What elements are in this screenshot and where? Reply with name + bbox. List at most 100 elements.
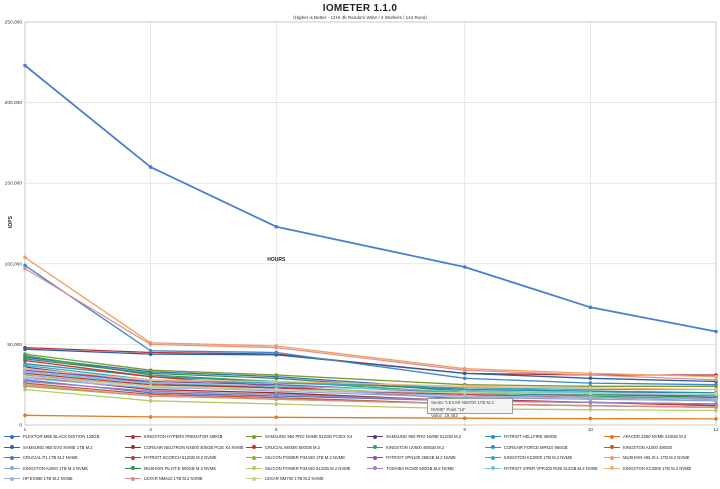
plot-area: 0 50,000 100,000 150,000 200,000 250,000 1 3 5 8 1…	[5, 20, 719, 433]
data-point	[588, 407, 593, 412]
legend-swatch	[604, 455, 620, 460]
series-line	[24, 355, 717, 400]
series-line	[24, 268, 717, 381]
data-point-tooltip: Series "LEXAR NM700 1TB M.2 NVME" Point …	[427, 398, 513, 418]
data-point	[588, 381, 593, 385]
data-point	[274, 373, 279, 377]
legend-label: CORSAIR FORCE MP510 960GB	[504, 444, 568, 450]
legend-item: CORSAIR NEUTRON NX500 400GB PCIE X4 NVME	[125, 443, 244, 452]
data-point	[588, 395, 593, 400]
legend-item: CRUCIAL P1 1TB M.2 NVME	[4, 453, 78, 462]
data-point	[274, 376, 279, 381]
legend-label: KINGSTON KC2500 1TB M.2 NVME	[623, 465, 692, 471]
legend-label: SAMSUNG 950 PRO NVME 512GB M.2	[386, 434, 462, 439]
data-point	[274, 384, 279, 389]
legend-swatch	[125, 455, 141, 460]
legend-swatch	[604, 434, 620, 439]
legend-item: MUSHKIN HELIX-L 1TB M.2 NVME	[604, 453, 689, 462]
data-point	[714, 402, 718, 406]
legend-item: CORSAIR FORCE MP510 960GB	[485, 443, 568, 452]
legend-swatch	[246, 476, 262, 481]
legend-item: KINGSTON KC2000 1TB M.2 NVME	[485, 453, 572, 462]
data-point	[714, 405, 718, 410]
legend-label: PATRIOT SCORCH 512GB M.2 NVME	[144, 455, 217, 460]
x-axis-title: HOURS	[267, 257, 286, 263]
data-point	[462, 416, 467, 421]
legend-swatch	[485, 445, 501, 450]
legend-item: PLEXTOR M8E BLACK EDITION 128GB	[4, 432, 100, 441]
legend-label: SILICON POWER P34A80 1TB M.2 NVME	[265, 455, 346, 460]
data-point	[148, 165, 153, 169]
data-point	[588, 386, 593, 390]
y-tick-label: 100,000	[5, 261, 23, 267]
data-point	[588, 373, 593, 377]
series-line	[24, 367, 717, 391]
y-tick-label: 250,000	[5, 20, 23, 26]
data-point	[714, 387, 718, 392]
tooltip-series-line: Series "LEXAR NM700 1TB M.2 NVME" Point …	[431, 400, 494, 412]
data-point	[588, 391, 593, 396]
data-point	[23, 63, 27, 68]
data-point	[23, 413, 27, 418]
data-point	[148, 389, 153, 393]
legend-label: MUSHKIN PILOT-E 500GB M.2 NVME	[144, 465, 217, 471]
data-point	[148, 352, 153, 356]
y-tick-label: 200,000	[5, 100, 23, 106]
data-point	[23, 347, 27, 352]
chart-title: IOMETER 1.1.0	[322, 3, 398, 14]
data-point	[588, 376, 593, 381]
legend-label: HP EX950 1TB M.2 NVME	[23, 476, 73, 481]
legend-swatch	[246, 434, 262, 439]
data-point	[462, 390, 467, 395]
data-point	[23, 387, 27, 392]
data-point	[23, 370, 27, 374]
legend-label: KINGSTON A1000 480GB	[623, 444, 673, 450]
legend-swatch	[246, 445, 262, 450]
legend-swatch	[604, 466, 620, 471]
x-tick-label: 1	[24, 427, 27, 432]
plot-border	[24, 21, 717, 426]
legend-swatch	[4, 476, 20, 481]
legend-item: LEXAR NM700 1TB M.2 NVME	[246, 474, 324, 483]
legend-swatch	[125, 445, 141, 450]
data-point	[23, 363, 27, 368]
legend-item: LEXAR NM610 1TB M.2 NVME	[125, 474, 203, 483]
legend-label: PATRIOT VPN100 256GB M.2 NVME	[386, 455, 456, 460]
y-tick-label: 0	[19, 423, 22, 429]
legend-label: PATRIOT HELLFIRE 480GB	[504, 434, 557, 439]
data-point	[23, 263, 27, 268]
data-point	[23, 357, 27, 361]
data-point	[148, 368, 153, 372]
legend-item: CRUCIAL MX500 500GB M.2	[246, 443, 320, 452]
legend-label: KINGSTON HYPERX PREDATOR 480GB	[144, 434, 223, 439]
legend-item: KINGSTON KC2500 1TB M.2 NVME	[604, 464, 691, 473]
data-point	[148, 371, 153, 376]
data-point	[274, 224, 279, 229]
legend-swatch	[485, 434, 501, 439]
legend-label: LEXAR NM700 1TB M.2 NVME	[265, 476, 324, 481]
legend-label: SAMSUNG 950 PRO NVME 512GB PCIEX X4	[265, 434, 353, 439]
legend-label: KINGSTON A2000 1TB M.2 NVME	[23, 465, 89, 471]
data-point	[714, 378, 718, 382]
legend-swatch	[367, 445, 383, 450]
data-point	[148, 399, 153, 403]
legend-item: PATRIOT VIPER VPR100 RGB 512GB M.2 NVME	[485, 464, 598, 473]
y-tick-label: 150,000	[5, 181, 23, 187]
legend-item: TOSHIBA RC500 500GB M.2 NVME	[367, 464, 454, 473]
data-point	[714, 391, 718, 396]
series-line	[24, 264, 717, 386]
x-tick-label: 10	[588, 427, 594, 432]
data-point	[274, 415, 279, 420]
legend-item: SAMSUNG 950 PRO NVME 512GB PCIEX X4	[246, 432, 352, 441]
legend-label: TOSHIBA RC500 500GB M.2 NVME	[386, 465, 454, 471]
legend-label: CRUCIAL P1 1TB M.2 NVME	[23, 455, 78, 460]
legend-label: PATRIOT VIPER VPR100 RGB 512GB M.2 NVME	[504, 465, 598, 471]
data-point	[274, 387, 279, 392]
series-line	[24, 256, 717, 378]
series-line	[24, 353, 716, 387]
legend-swatch	[4, 455, 20, 460]
data-point	[588, 416, 593, 421]
legend-item: SILICON POWER P34A60 512GB M.2 NVME	[246, 464, 350, 473]
legend-item: HP EX950 1TB M.2 NVME	[4, 474, 73, 483]
data-point	[274, 402, 279, 406]
